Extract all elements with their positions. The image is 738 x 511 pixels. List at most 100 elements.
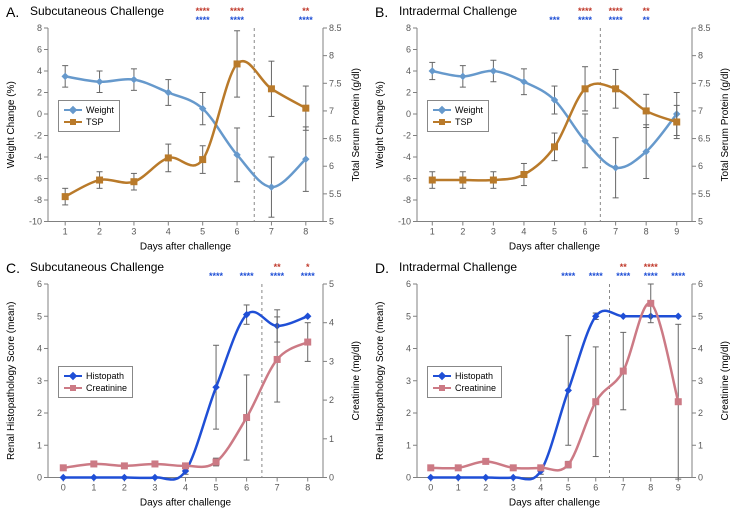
legend-item: Weight: [64, 104, 114, 116]
x-tick-label: 5: [200, 227, 205, 237]
x-tick-label: 1: [456, 482, 461, 492]
sig-marker-blue: ****: [589, 271, 604, 281]
x-tick-label: 5: [552, 227, 557, 237]
legend: Weight TSP: [427, 100, 489, 132]
y2-tick-label: 7: [698, 106, 703, 116]
legend-label: Weight: [86, 104, 114, 116]
y1-tick-label: 0: [37, 109, 42, 119]
x-tick-label: 3: [511, 482, 516, 492]
y1-tick-label: 6: [37, 279, 42, 289]
x-tick-label: 2: [483, 482, 488, 492]
y1-tick-label: -4: [34, 152, 42, 162]
chart-d: 012345678901234560123456Days after chall…: [369, 256, 738, 511]
y1-tick-label: -2: [34, 131, 42, 141]
sig-marker-blue: ****: [240, 271, 255, 281]
y2-tick-label: 8.5: [329, 23, 342, 33]
x-tick-label: 7: [621, 482, 626, 492]
x-tick-label: 7: [275, 482, 280, 492]
y2-axis-label: Creatinine (mg/dl): [720, 341, 731, 420]
x-axis-label: Days after challenge: [140, 497, 232, 508]
legend-label: Histopath: [86, 370, 124, 382]
y2-tick-label: 8.5: [698, 23, 711, 33]
legend-item: Creatinine: [433, 382, 496, 394]
sig-marker-blue: ***: [549, 15, 560, 25]
figure-grid: A. Subcutaneous Challenge 1 2 3 4 5 6 7 8 -10 -8 -6 -…: [0, 0, 738, 511]
y2-tick-label: 1: [329, 433, 334, 443]
panel-title: Subcutaneous Challenge: [30, 260, 164, 274]
y1-tick-label: -6: [34, 174, 42, 184]
y1-tick-label: 1: [406, 440, 411, 450]
x-tick-label: 6: [235, 227, 240, 237]
x-axis-label: Days after challenge: [140, 242, 232, 253]
y1-tick-label: -8: [34, 195, 42, 205]
legend-swatch: [64, 109, 82, 111]
legend-item: Weight: [433, 104, 483, 116]
y2-tick-label: 0: [698, 472, 703, 482]
y1-tick-label: 2: [406, 408, 411, 418]
y1-axis-label: Weight Change (%): [375, 81, 386, 168]
x-tick-label: 1: [430, 227, 435, 237]
chart-c: 0123456780123456012345Days after challen…: [0, 256, 369, 511]
sig-marker-blue: ****: [671, 271, 686, 281]
legend-label: TSP: [86, 116, 104, 128]
x-tick-label: 3: [491, 227, 496, 237]
y2-axis-label: Total Serum Protein (g/dl): [351, 68, 362, 181]
panel-title: Intradermal Challenge: [399, 4, 517, 18]
y2-tick-label: 6.5: [329, 134, 342, 144]
y1-axis-label: Renal Histopathology Score (mean): [6, 301, 17, 459]
y2-tick-label: 6: [698, 161, 703, 171]
x-tick-label: 8: [644, 227, 649, 237]
x-axis-label: Days after challenge: [509, 497, 601, 508]
x-tick-label: 0: [428, 482, 433, 492]
y2-tick-label: 3: [698, 375, 703, 385]
panel-d: D.Intradermal Challenge01234567890123456…: [369, 256, 738, 511]
x-tick-label: 1: [63, 227, 68, 237]
y1-tick-label: -8: [403, 195, 411, 205]
legend-swatch: [433, 387, 451, 389]
y1-tick-label: 6: [406, 279, 411, 289]
y1-tick-label: 2: [37, 408, 42, 418]
y1-tick-label: 8: [406, 23, 411, 33]
y2-tick-label: 5: [698, 311, 703, 321]
y2-tick-label: 6.5: [698, 134, 711, 144]
chart-a: 12345678-10-8-6-4-20246855.566.577.588.5…: [0, 0, 369, 256]
legend: Weight TSP: [58, 100, 120, 132]
y2-tick-label: 7: [329, 106, 334, 116]
x-tick-label: 2: [122, 482, 127, 492]
x-tick-label: 8: [648, 482, 653, 492]
sig-marker-blue: ****: [209, 271, 224, 281]
legend-label: Creatinine: [455, 382, 496, 394]
sig-marker-blue: **: [643, 15, 651, 25]
sig-marker-blue: ****: [196, 15, 211, 25]
y2-tick-label: 6: [698, 279, 703, 289]
x-tick-label: 9: [674, 227, 679, 237]
y2-tick-label: 2: [329, 395, 334, 405]
legend-item: TSP: [64, 116, 114, 128]
y1-tick-label: 0: [37, 472, 42, 482]
legend-swatch: [433, 375, 451, 377]
sig-marker-blue: ****: [270, 271, 285, 281]
x-tick-label: 6: [593, 482, 598, 492]
x-tick-label: 3: [131, 227, 136, 237]
panel-c: C.Subcutaneous Challenge0123456780123456…: [0, 256, 369, 511]
y1-tick-label: 4: [406, 66, 411, 76]
y1-tick-label: 0: [406, 109, 411, 119]
legend-label: Weight: [455, 104, 483, 116]
x-tick-label: 4: [521, 227, 526, 237]
panel-label: A.: [6, 4, 19, 20]
y1-tick-label: 5: [37, 311, 42, 321]
y1-axis-label: Weight Change (%): [6, 81, 17, 168]
panel-title: Intradermal Challenge: [399, 260, 517, 274]
legend-swatch: [433, 109, 451, 111]
series-line-creatinine: [63, 342, 307, 468]
panel-label: B.: [375, 4, 388, 20]
y2-tick-label: 5: [698, 217, 703, 227]
y1-tick-label: -10: [29, 217, 42, 227]
chart-b: 123456789-10-8-6-4-20246855.566.577.588.…: [369, 0, 738, 256]
y2-tick-label: 5.5: [698, 189, 711, 199]
y1-tick-label: 4: [37, 66, 42, 76]
x-tick-label: 6: [244, 482, 249, 492]
y2-tick-label: 6: [329, 161, 334, 171]
x-tick-label: 7: [613, 227, 618, 237]
y1-tick-label: -4: [403, 152, 411, 162]
